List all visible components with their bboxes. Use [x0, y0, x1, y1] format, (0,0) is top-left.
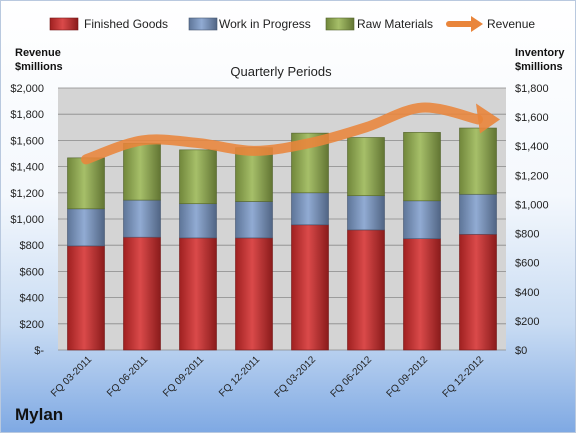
legend-label: Finished Goods [84, 17, 169, 31]
bar-finished-goods [459, 233, 497, 351]
bar-finished-goods [67, 245, 105, 351]
category-label: FQ 03-2011 [49, 354, 94, 399]
left-tick-label: $1,800 [10, 109, 44, 121]
category-label: FQ 12-2012 [441, 354, 487, 400]
category-label: FQ 09-2011 [161, 354, 206, 399]
category-label: FQ 09-2012 [385, 354, 431, 400]
left-tick-label: $1,200 [10, 188, 44, 200]
bar-work-in-progress [235, 201, 273, 239]
right-tick-label: $0 [515, 345, 527, 357]
right-tick-label: $1,600 [515, 112, 549, 124]
bar-work-in-progress [459, 193, 497, 235]
legend-swatch [49, 17, 79, 31]
bar-raw-materials [179, 149, 217, 205]
left-tick-label: $1,600 [10, 135, 44, 147]
bar-finished-goods [291, 224, 329, 351]
right-tick-label: $800 [515, 229, 539, 241]
right-tick-label: $1,800 [515, 83, 549, 95]
bar-work-in-progress [179, 203, 217, 239]
bar-finished-goods [347, 229, 385, 351]
bar-raw-materials [235, 147, 273, 202]
bar-finished-goods [179, 237, 217, 351]
legend-swatch [188, 17, 218, 31]
category-label: FQ 06-2012 [329, 354, 375, 400]
bar-work-in-progress [291, 192, 329, 226]
left-tick-label: $1,400 [10, 162, 44, 174]
legend-label: Revenue [487, 17, 536, 31]
revenue-arrowhead [476, 103, 500, 134]
legend-arrow-revenue [471, 16, 483, 32]
bar-raw-materials [67, 157, 105, 210]
right-tick-label: $200 [515, 316, 539, 328]
legend-label: Work in Progress [219, 17, 311, 31]
bar-finished-goods [235, 237, 273, 351]
chart-title: Quarterly Periods [230, 64, 332, 79]
left-tick-label: $600 [20, 266, 44, 278]
left-tick-label: $- [34, 345, 44, 357]
right-tick-label: $1,200 [515, 170, 549, 182]
company-name: Mylan [15, 405, 64, 424]
bar-work-in-progress [123, 199, 161, 238]
left-tick-label: $400 [20, 293, 44, 305]
right-tick-label: $400 [515, 287, 539, 299]
bar-raw-materials [123, 143, 161, 201]
bar-work-in-progress [403, 200, 441, 239]
left-tick-label: $200 [20, 319, 44, 331]
right-tick-label: $1,400 [515, 141, 549, 153]
right-tick-label: $600 [515, 258, 539, 270]
left-tick-label: $2,000 [10, 83, 44, 95]
right-tick-label: $1,000 [515, 199, 549, 211]
bar-finished-goods [123, 236, 161, 351]
legend-swatch [325, 17, 355, 31]
category-label: FQ 03-2012 [273, 354, 319, 400]
category-label: FQ 06-2011 [105, 354, 150, 399]
bar-work-in-progress [347, 195, 385, 231]
left-tick-label: $1,000 [10, 214, 44, 226]
right-axis-title: Inventory $millions [515, 47, 565, 73]
bar-raw-materials [347, 137, 385, 197]
bar-raw-materials [403, 132, 441, 202]
left-tick-label: $800 [20, 240, 44, 252]
legend-label: Raw Materials [357, 17, 434, 31]
bar-finished-goods [403, 238, 441, 351]
revenue-line [81, 102, 483, 165]
category-label: FQ 12-2011 [217, 354, 262, 399]
left-axis-title: Revenue $millions [15, 47, 63, 73]
bar-work-in-progress [67, 208, 105, 247]
bar-raw-materials [459, 127, 497, 195]
